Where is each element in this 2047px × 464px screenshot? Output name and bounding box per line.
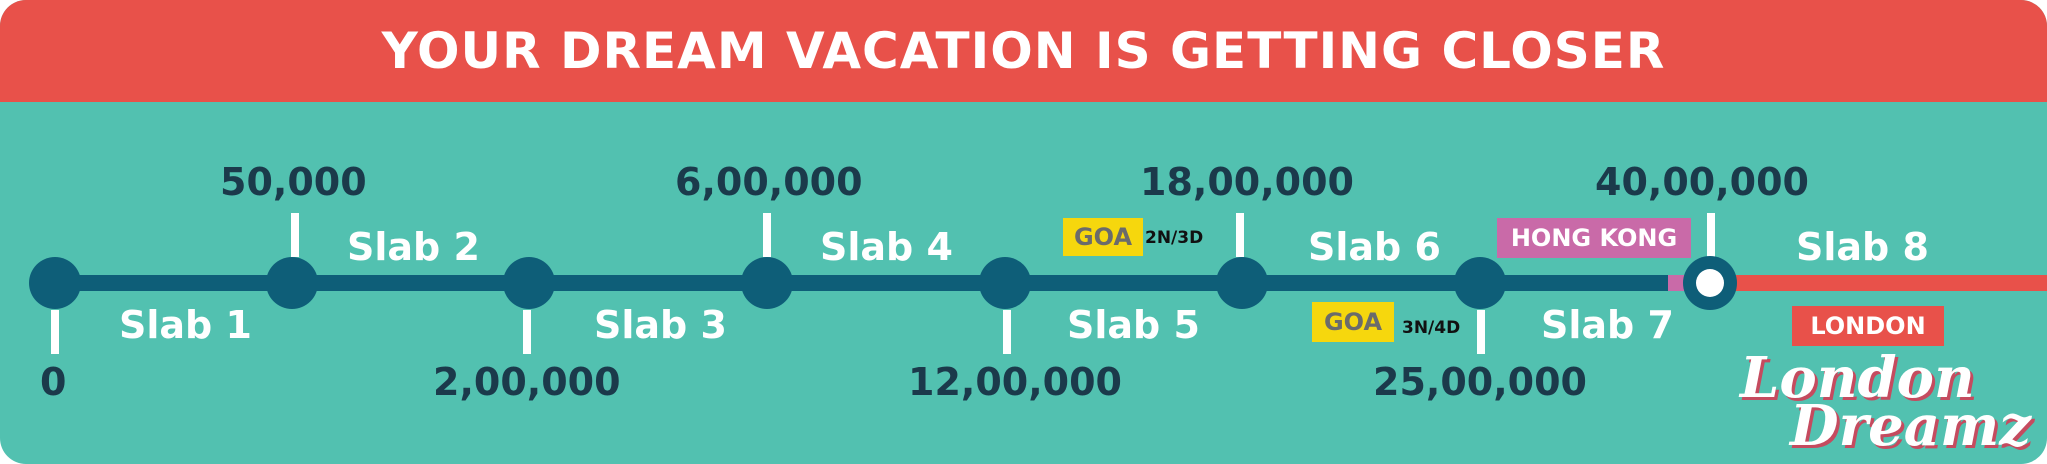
node-1800000 [1216, 257, 1268, 309]
node-200000 [503, 257, 555, 309]
amount-0: 0 [40, 360, 67, 404]
tick-1200000 [1003, 310, 1011, 354]
slab-4-label: Slab 4 [820, 225, 953, 269]
tick-2500000 [1477, 310, 1485, 354]
page-title: YOUR DREAM VACATION IS GETTING CLOSER [381, 22, 1666, 80]
goa-tag-upper: GOA [1063, 218, 1143, 256]
node-50000 [266, 257, 318, 309]
goa-upper-duration: 2N/3D [1145, 228, 1204, 248]
tick-50000 [291, 213, 299, 257]
goa-lower-duration: 3N/4D [1402, 318, 1461, 338]
header-banner [0, 0, 2047, 102]
node-600000 [741, 257, 793, 309]
slab-3-label: Slab 3 [594, 303, 727, 347]
node-2500000 [1454, 257, 1506, 309]
tick-600000 [763, 213, 771, 257]
brand-logo-line-2: Dreamz [1790, 393, 2032, 459]
slab-1-label: Slab 1 [119, 303, 252, 347]
slab-6-label: Slab 6 [1308, 225, 1441, 269]
tick-1800000 [1236, 213, 1244, 257]
slab-5-label: Slab 5 [1067, 303, 1200, 347]
amount-200000: 2,00,000 [433, 360, 621, 404]
amount-2500000: 25,00,000 [1373, 360, 1587, 404]
tick-0 [51, 310, 59, 354]
tick-4000000 [1707, 213, 1715, 257]
node-0 [29, 257, 81, 309]
amount-1200000: 12,00,000 [908, 360, 1122, 404]
amount-1800000: 18,00,000 [1140, 160, 1354, 204]
amount-50000: 50,000 [220, 160, 367, 204]
slab-8-label: Slab 8 [1796, 225, 1929, 269]
slab-7-label: Slab 7 [1541, 303, 1674, 347]
ring-marker-icon [1683, 256, 1737, 310]
amount-600000: 6,00,000 [675, 160, 863, 204]
amount-4000000: 40,00,000 [1595, 160, 1809, 204]
hong-kong-tag: HONG KONG [1497, 218, 1691, 258]
tick-200000 [523, 310, 531, 354]
london-tag: LONDON [1792, 306, 1944, 346]
brand-logo-line-1: London [1740, 345, 1975, 411]
slab-2-label: Slab 2 [347, 225, 480, 269]
node-1200000 [979, 257, 1031, 309]
goa-tag-lower: GOA [1312, 302, 1394, 342]
